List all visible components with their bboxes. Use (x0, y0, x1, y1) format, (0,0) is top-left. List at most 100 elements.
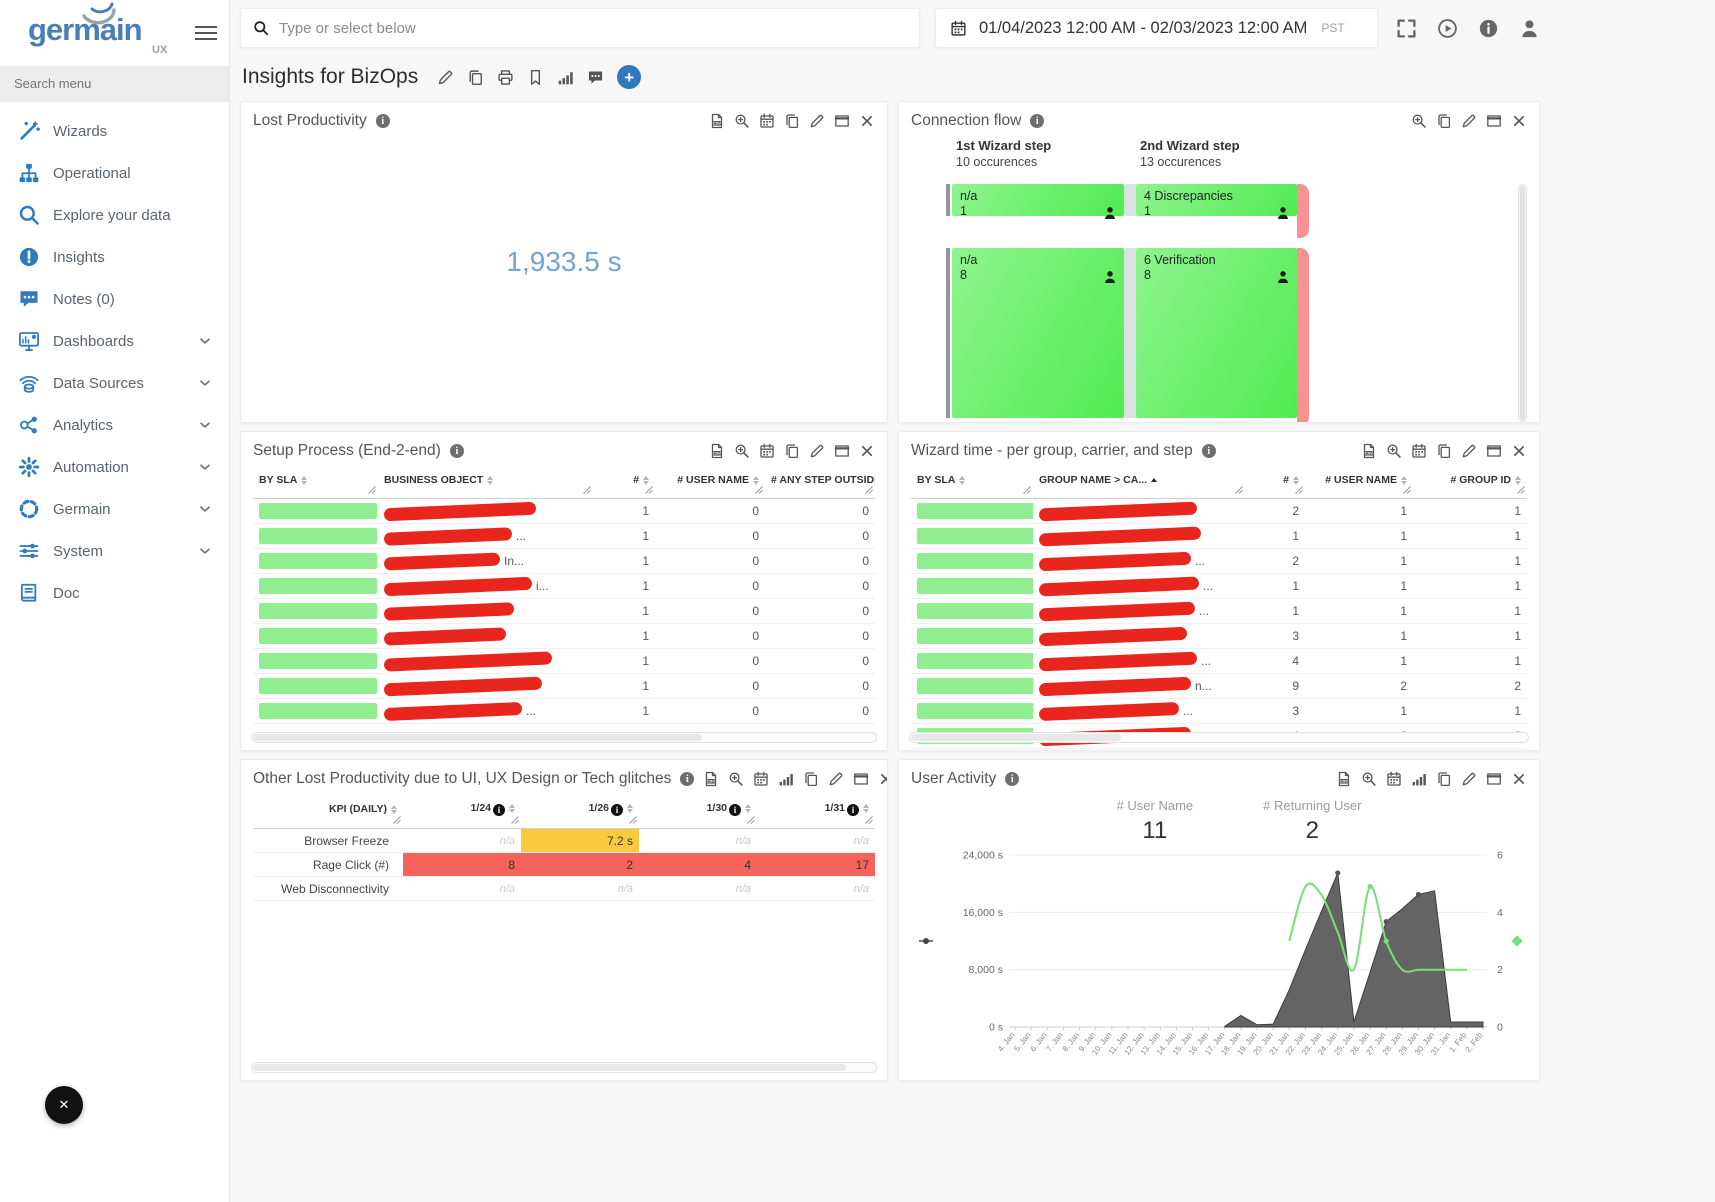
info-icon[interactable]: i (847, 804, 859, 816)
column-header[interactable]: KPI (DAILY) (253, 794, 403, 829)
table-row[interactable]: ... 1 1 1 (911, 573, 1527, 599)
calendar-icon[interactable] (1386, 771, 1402, 787)
column-resize-handle[interactable] (1516, 485, 1525, 497)
column-header[interactable]: 1/24 i (403, 794, 521, 829)
table-row[interactable]: ... 3 1 1 (911, 698, 1527, 724)
sidebar-item-wizards[interactable]: Wizards (0, 110, 229, 152)
column-resize-handle[interactable] (1402, 485, 1411, 497)
fullscreen-icon[interactable] (1396, 18, 1417, 39)
bookmark-icon[interactable] (527, 69, 544, 86)
column-resize-handle[interactable] (510, 815, 519, 827)
edit-icon[interactable] (809, 443, 825, 459)
edit-icon[interactable] (1461, 771, 1477, 787)
window-icon[interactable] (853, 771, 869, 787)
sidebar-item-analytics[interactable]: Analytics (0, 404, 229, 446)
copy-icon[interactable] (1436, 113, 1452, 129)
copy-icon[interactable] (1436, 443, 1452, 459)
column-resize-handle[interactable] (644, 485, 653, 497)
column-header[interactable]: # GROUP ID (1413, 466, 1527, 499)
table-row[interactable]: Rage Click (#) 8 2 4 17 (253, 852, 875, 877)
table-row[interactable]: Browser Freeze n/a 7.2 s n/a n/a (253, 828, 875, 853)
zoom-icon[interactable] (734, 443, 750, 459)
table-row[interactable]: i... 1 0 0 (253, 573, 875, 599)
column-resize-handle[interactable] (392, 815, 401, 827)
calendar-icon[interactable] (759, 113, 775, 129)
scrollbar-thumb[interactable] (253, 734, 703, 741)
sidebar-item-explore-your-data[interactable]: Explore your data (0, 194, 229, 236)
zoom-icon[interactable] (728, 771, 744, 787)
info-icon[interactable]: i (1201, 444, 1216, 458)
csv-icon[interactable]: CSV (1361, 443, 1377, 459)
table-row[interactable]: ... 1 0 0 (253, 698, 875, 724)
info-icon[interactable]: i (1005, 772, 1020, 786)
info-icon[interactable]: i (449, 444, 464, 458)
play-icon[interactable] (1437, 18, 1458, 39)
copy-icon[interactable] (784, 443, 800, 459)
column-resize-handle[interactable] (1022, 485, 1031, 497)
menu-toggle-icon[interactable] (195, 22, 217, 44)
close-icon[interactable] (859, 113, 875, 129)
scrollbar-thumb[interactable] (253, 1064, 846, 1071)
column-header[interactable]: 1/31 i (757, 794, 875, 829)
column-resize-handle[interactable] (582, 485, 591, 497)
copy-icon[interactable] (467, 69, 484, 86)
date-range-picker[interactable]: 01/04/2023 12:00 AM - 02/03/2023 12:00 A… (935, 8, 1378, 48)
column-header[interactable]: 1/30 i (639, 794, 757, 829)
sidebar-item-dashboards[interactable]: Dashboards (0, 320, 229, 362)
column-resize-handle[interactable] (746, 815, 755, 827)
sidebar-item-insights[interactable]: Insights (0, 236, 229, 278)
flow-step-block[interactable]: 6 Verification 8 (1136, 248, 1297, 418)
chat-fab[interactable]: ✕ (45, 1086, 83, 1124)
copy-icon[interactable] (803, 771, 819, 787)
table-row[interactable]: ... 1 1 1 (911, 598, 1527, 624)
table-row[interactable]: ... 1 0 0 (253, 523, 875, 549)
column-resize-handle[interactable] (864, 815, 873, 827)
column-header[interactable]: GROUP NAME > CA... (1033, 466, 1245, 499)
edit-icon[interactable] (1461, 113, 1477, 129)
sidebar-item-automation[interactable]: Automation (0, 446, 229, 488)
csv-icon[interactable]: CSV (703, 771, 719, 787)
window-icon[interactable] (1486, 113, 1502, 129)
info-icon[interactable]: i (729, 804, 741, 816)
chart-icon[interactable] (557, 69, 574, 86)
sidebar-item-notes-0[interactable]: Notes (0) (0, 278, 229, 320)
edit-icon[interactable] (437, 69, 454, 86)
edit-icon[interactable] (828, 771, 844, 787)
sidebar-search-input[interactable] (14, 76, 215, 91)
csv-icon[interactable]: CSV (709, 443, 725, 459)
info-icon[interactable]: i (1030, 114, 1045, 128)
table-row[interactable]: In... 1 0 0 (253, 548, 875, 574)
zoom-icon[interactable] (1386, 443, 1402, 459)
close-icon[interactable] (1511, 771, 1527, 787)
copy-icon[interactable] (1436, 771, 1452, 787)
sidebar-item-data-sources[interactable]: Data Sources (0, 362, 229, 404)
column-header[interactable]: # ANY STEP OUTSIDE (765, 466, 875, 499)
table-row[interactable]: Web Disconnectivity n/a n/a n/a n/a (253, 876, 875, 901)
column-header[interactable]: # USER NAME (655, 466, 765, 499)
calendar-icon[interactable] (759, 443, 775, 459)
info-icon[interactable]: i (375, 114, 390, 128)
column-header[interactable]: # USER NAME (1305, 466, 1413, 499)
sidebar-item-operational[interactable]: Operational (0, 152, 229, 194)
flow-step-block[interactable]: 4 Discrepancies 1 (1136, 184, 1297, 219)
csv-icon[interactable]: CSV (709, 113, 725, 129)
zoom-icon[interactable] (1361, 771, 1377, 787)
info-icon[interactable]: i (493, 804, 505, 816)
chart-icon[interactable] (1411, 771, 1427, 787)
calendar-icon[interactable] (1411, 443, 1427, 459)
comment-icon[interactable] (587, 69, 604, 86)
column-resize-handle[interactable] (628, 815, 637, 827)
close-icon[interactable] (1511, 443, 1527, 459)
table-row[interactable]: n... 9 2 2 (911, 673, 1527, 699)
close-icon[interactable] (859, 443, 875, 459)
sidebar-item-doc[interactable]: Doc (0, 572, 229, 614)
zoom-icon[interactable] (1411, 113, 1427, 129)
close-icon[interactable] (878, 771, 887, 787)
info-icon[interactable]: i (680, 772, 695, 786)
column-resize-handle[interactable] (367, 485, 376, 497)
